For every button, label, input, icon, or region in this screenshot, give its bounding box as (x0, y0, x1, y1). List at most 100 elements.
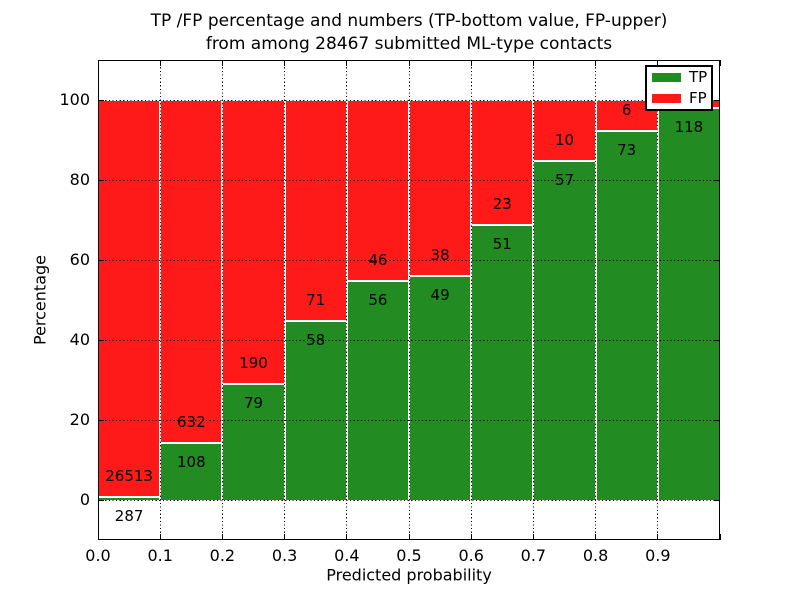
y-tick-left-0 (98, 499, 104, 501)
y-tick-label-80: 80 (69, 170, 90, 189)
tp-bar-7 (533, 159, 596, 500)
fp-bar-1 (160, 100, 223, 442)
fp-count-label-4: 46 (368, 251, 388, 270)
gridline-vertical-2 (221, 60, 223, 540)
y-tick-left-20 (98, 419, 104, 421)
gridline-horizontal-100 (98, 99, 720, 101)
x-tick-label-0.0: 0.0 (85, 546, 111, 565)
fp-count-label-0: 26513 (105, 466, 153, 485)
gridline-vertical-3 (284, 60, 286, 540)
x-tick-top-9 (657, 60, 659, 66)
tp-count-label-8: 73 (617, 141, 637, 160)
y-tick-label-40: 40 (69, 330, 90, 349)
x-tick-label-0.9: 0.9 (645, 546, 671, 565)
gridline-horizontal-60 (98, 259, 720, 261)
y-tick-right-0 (714, 499, 720, 501)
tp-bar-2 (222, 382, 285, 500)
fp-bar-6 (471, 100, 534, 225)
tp-count-label-7: 57 (554, 170, 575, 189)
fp-bar-5 (409, 100, 472, 275)
x-tick-top-2 (221, 60, 223, 66)
tp-count-label-2: 79 (243, 393, 264, 412)
x-tick-label-0.7: 0.7 (520, 546, 547, 565)
chart-title-line2: from among 28467 submitted ML-type conta… (205, 34, 613, 54)
x-tick-bottom-0 (97, 534, 99, 540)
y-tick-label-60: 60 (69, 250, 90, 269)
gridline-horizontal-80 (98, 179, 720, 181)
legend-row-tp: TP (647, 67, 711, 88)
x-tick-top-5 (408, 60, 410, 66)
tp-bar-6 (471, 224, 534, 500)
fp-count-label-8: 6 (621, 101, 632, 120)
y-tick-right-40 (714, 339, 720, 341)
gridline-horizontal-40 (98, 339, 720, 341)
y-tick-right-20 (714, 419, 720, 421)
x-tick-bottom-10 (719, 534, 721, 540)
x-tick-bottom-3 (284, 534, 286, 540)
tp-bar-3 (284, 320, 347, 500)
tp-bar-4 (346, 280, 409, 500)
gridline-vertical-7 (532, 60, 534, 540)
x-tick-label-0.4: 0.4 (334, 546, 360, 565)
x-tick-bottom-8 (595, 534, 597, 540)
x-tick-top-3 (284, 60, 286, 66)
chart-title-line1: TP /FP percentage and numbers (TP-bottom… (150, 11, 668, 31)
y-tick-left-60 (98, 259, 104, 261)
x-tick-label-0.5: 0.5 (396, 546, 422, 565)
fp-count-label-2: 190 (239, 353, 268, 372)
tp-bar-8 (595, 130, 658, 500)
legend-swatch-fp (652, 94, 681, 103)
x-tick-label-0.6: 0.6 (458, 546, 484, 565)
tp-count-label-0: 287 (114, 506, 144, 525)
x-tick-label-0.8: 0.8 (582, 546, 609, 565)
fp-count-label-7: 10 (554, 130, 575, 149)
legend-row-fp: FP (647, 88, 711, 109)
fp-count-label-3: 71 (306, 291, 326, 310)
tp-count-label-6: 51 (492, 235, 512, 254)
tp-count-label-4: 56 (368, 291, 388, 310)
y-tick-right-80 (714, 179, 720, 181)
legend-swatch-tp (652, 73, 681, 82)
x-tick-top-4 (346, 60, 348, 66)
x-tick-bottom-4 (346, 534, 348, 540)
x-tick-top-7 (532, 60, 534, 66)
legend-label-fp: FP (689, 89, 707, 107)
gridline-horizontal-0 (98, 499, 720, 501)
gridline-horizontal-20 (98, 419, 720, 421)
x-tick-bottom-6 (470, 534, 472, 540)
fp-count-label-6: 23 (492, 195, 512, 214)
tp-bar-1 (160, 441, 223, 500)
y-tick-left-100 (98, 99, 104, 101)
tp-bar-9 (657, 106, 720, 500)
tp-count-label-9: 118 (674, 117, 704, 136)
y-tick-label-0: 0 (79, 490, 90, 509)
y-tick-right-100 (714, 99, 720, 101)
gridline-vertical-5 (408, 60, 410, 540)
gridline-vertical-8 (595, 60, 597, 540)
legend: TP FP (645, 65, 713, 111)
y-tick-left-40 (98, 339, 104, 341)
fp-count-label-1: 632 (176, 412, 206, 431)
legend-label-tp: TP (689, 68, 708, 86)
y-tick-label-100: 100 (59, 90, 90, 109)
tp-bar-5 (409, 274, 472, 500)
y-tick-label-20: 20 (69, 410, 90, 429)
gridline-vertical-6 (470, 60, 472, 540)
gridline-vertical-4 (346, 60, 348, 540)
x-tick-bottom-5 (408, 534, 410, 540)
x-tick-top-0 (97, 60, 99, 66)
fp-count-label-5: 38 (430, 245, 450, 264)
fp-bar-7 (533, 100, 596, 160)
gridline-vertical-1 (159, 60, 161, 540)
fp-bar-0 (98, 100, 161, 496)
x-tick-bottom-2 (221, 534, 223, 540)
y-tick-right-60 (714, 259, 720, 261)
x-tick-top-10 (719, 60, 721, 66)
x-tick-top-1 (159, 60, 161, 66)
tp-count-label-5: 49 (430, 285, 450, 304)
x-tick-top-8 (595, 60, 597, 66)
x-tick-label-0.3: 0.3 (271, 546, 298, 565)
x-tick-label-0.1: 0.1 (147, 546, 173, 565)
x-tick-label-0.2: 0.2 (209, 546, 236, 565)
